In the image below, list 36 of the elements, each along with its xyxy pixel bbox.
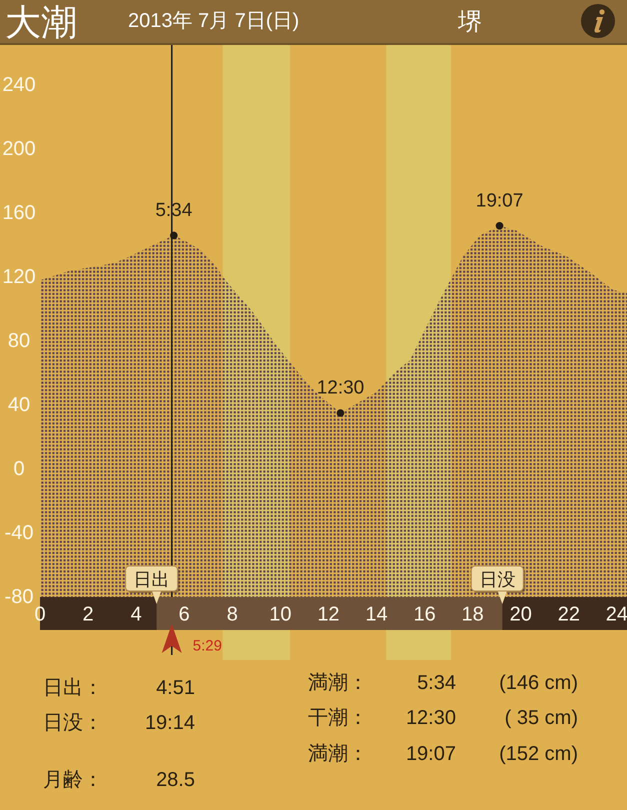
y-tick-label: 240 <box>2 74 36 96</box>
y-tick-label: 0 <box>13 458 25 480</box>
y-tick-label: 200 <box>2 138 36 160</box>
x-tick-label: 14 <box>365 604 388 626</box>
y-tick-label: -80 <box>4 586 34 608</box>
y-tick-label: 80 <box>8 330 30 352</box>
info-row: 月齢： 28.5 <box>43 769 195 791</box>
note: 19:07 <box>476 190 524 230</box>
note: 12:30 <box>316 378 364 417</box>
info-row: 満潮： 19:07 (152 cm) <box>308 743 578 765</box>
ref-line-label: 5:29 <box>192 638 222 654</box>
y-tick-label: 120 <box>2 266 36 288</box>
x-tick-label: 22 <box>558 604 580 626</box>
info-row: 満潮： 5:34 (146 cm) <box>308 672 578 694</box>
annotation: 日没 <box>479 570 516 590</box>
chart-title: 大潮 <box>5 2 77 42</box>
x-tick-label: 6 <box>178 604 190 626</box>
annotation: 日出 <box>134 570 170 590</box>
y-tick-label: -40 <box>4 522 34 544</box>
y-tick-label: 40 <box>8 394 30 416</box>
info-row: 日出： 4:51 <box>43 677 195 699</box>
y-tick-label: 160 <box>2 202 36 224</box>
x-tick-label: 16 <box>413 604 436 626</box>
x-tick-label: 8 <box>226 604 238 626</box>
x-tick-label: 10 <box>269 604 292 626</box>
x-tick-label: 4 <box>130 604 142 626</box>
info-row: 日没： 19:14 <box>43 712 195 734</box>
x-tick-label: 12 <box>317 604 340 626</box>
annotation: 19:07 <box>476 190 524 212</box>
x-tick-label: 18 <box>462 604 484 626</box>
info-row: 干潮： 12:30 ( 35 cm) <box>308 707 578 729</box>
annotation: 12:30 <box>316 378 364 398</box>
x-tick-label: 20 <box>510 604 532 626</box>
chart-subtitle: 2013年 7月 7日(日) <box>128 10 300 32</box>
header: 大潮 2013年 7月 7日(日) 堺 <box>0 0 627 45</box>
x-tick-label: 2 <box>82 604 94 626</box>
